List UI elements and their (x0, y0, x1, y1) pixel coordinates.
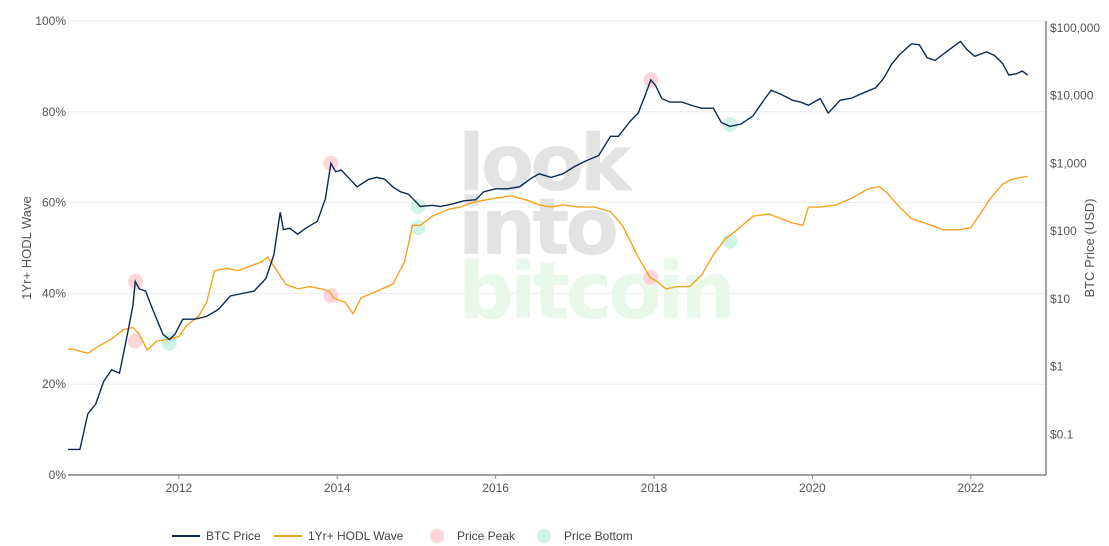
hodl-wave-line (67, 175, 1028, 355)
y-left-tick-label: 40% (42, 286, 66, 300)
x-tick-label: 2012 (166, 481, 193, 495)
y-right-tick-label: $100 (1050, 224, 1077, 238)
gridlines (68, 20, 1046, 385)
axes (68, 21, 1047, 476)
y-left-tick-label: 80% (42, 105, 66, 119)
y-right-tick-label: $10,000 (1050, 89, 1094, 103)
y-right-axis-title: BTC Price (USD) (1082, 199, 1097, 298)
x-tick-label: 2014 (324, 481, 351, 495)
price-bottom-marker (722, 117, 738, 133)
price-peak-marker (323, 288, 339, 304)
legend-label-hodl-wave: 1Yr+ HODL Wave (308, 529, 404, 543)
y-right-tick-label: $100,000 (1050, 21, 1100, 35)
y-right-tick-label: $0.1 (1050, 427, 1074, 441)
y-right-tick-label: $1 (1050, 360, 1064, 374)
watermark-look: look (458, 119, 634, 209)
y-right-tick-label: $10 (1050, 292, 1070, 306)
legend-item-price-bottom[interactable]: Price Bottom (537, 529, 633, 543)
y-left-tick-label: 60% (42, 196, 66, 210)
y-left-tick-label: 0% (49, 468, 67, 482)
btc-price-line (68, 40, 1029, 451)
y-left-tick-label: 20% (42, 377, 66, 391)
watermark: look into bitcoin (458, 119, 736, 337)
legend-swatch-price-peak (430, 529, 444, 543)
legend-label-btc-price: BTC Price (206, 529, 261, 543)
y-left-ticks: 0% 20% 40% 60% 80% 100% (35, 14, 66, 482)
x-tick-label: 2018 (641, 481, 668, 495)
legend: BTC Price 1Yr+ HODL Wave Price Peak Pric… (172, 529, 633, 543)
legend-label-price-bottom: Price Bottom (564, 529, 633, 543)
y-left-axis-title: 1Yr+ HODL Wave (19, 196, 34, 299)
x-axis-ticks: 2012 2014 2016 2018 2020 2022 (166, 475, 984, 495)
x-tick-label: 2016 (482, 481, 509, 495)
legend-item-price-peak[interactable]: Price Peak (430, 529, 516, 543)
watermark-bitcoin: bitcoin (458, 247, 732, 337)
y-right-tick-label: $1,000 (1050, 156, 1087, 170)
legend-label-price-peak: Price Peak (457, 529, 516, 543)
legend-item-hodl-wave[interactable]: 1Yr+ HODL Wave (274, 529, 404, 543)
legend-item-btc-price[interactable]: BTC Price (172, 529, 261, 543)
price-bottom-marker (410, 199, 426, 215)
watermark-into: into (458, 183, 617, 273)
y-left-tick-label: 100% (35, 14, 66, 28)
price-peak-marker (127, 333, 143, 349)
legend-swatch-price-bottom (537, 529, 551, 543)
y-right-ticks: $0.1 $1 $10 $100 $1,000 $10,000 $100,000 (1050, 21, 1100, 442)
x-tick-label: 2022 (957, 481, 984, 495)
x-tick-label: 2020 (799, 481, 826, 495)
